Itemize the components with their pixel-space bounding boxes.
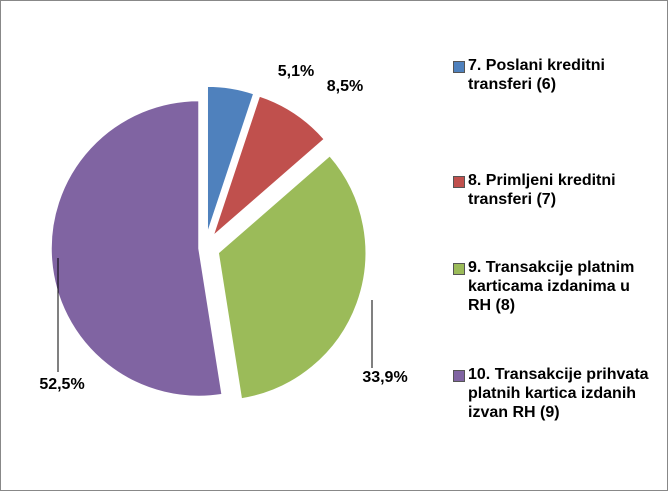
data-label: 5,1%	[278, 63, 314, 80]
pie-slice	[211, 94, 326, 239]
pie-slice	[206, 85, 255, 235]
legend-swatch	[453, 370, 465, 382]
data-label: 33,9%	[362, 369, 407, 386]
legend-swatch	[453, 176, 465, 188]
legend-label: 9. Transakcije platnim karticama izdanim…	[468, 259, 635, 314]
legend-label: 8. Primljeni kreditni transferi (7)	[468, 172, 616, 208]
legend-swatch	[453, 263, 465, 275]
legend-entry: 10. Transakcije prihvata platnih kartica…	[453, 365, 653, 422]
legend-entry: 9. Transakcije platnim karticama izdanim…	[453, 258, 653, 315]
legend-label: 7. Poslani kreditni transferi (6)	[468, 57, 605, 93]
legend-label: 10. Transakcije prihvata platnih kartica…	[468, 366, 649, 421]
pie-slice	[50, 99, 224, 398]
pie-slice	[217, 154, 367, 400]
legend-swatch	[453, 61, 465, 73]
data-label: 8,5%	[327, 78, 363, 95]
legend-entry: 7. Poslani kreditni transferi (6)	[453, 56, 653, 94]
data-label: 52,5%	[39, 376, 84, 393]
legend-entry: 8. Primljeni kreditni transferi (7)	[453, 171, 653, 209]
